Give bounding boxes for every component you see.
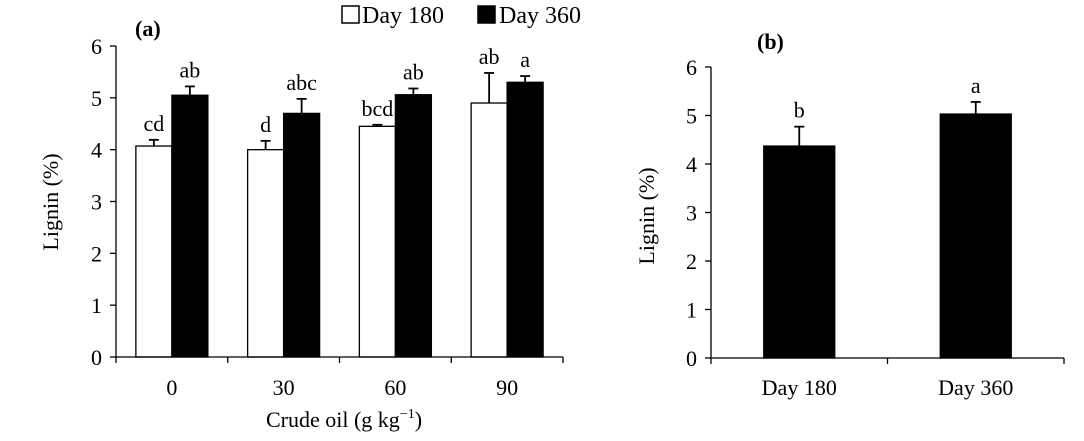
significance-letter: cd bbox=[143, 111, 164, 136]
y-tick-label: 6 bbox=[91, 34, 102, 59]
y-tick-label: 4 bbox=[686, 152, 697, 177]
y-axis-b: 0 1 2 3 4 5 6 bbox=[686, 55, 712, 371]
y-axis-a: 0 1 2 3 4 5 6 bbox=[91, 34, 117, 370]
x-tick-label: 30 bbox=[273, 375, 295, 400]
y-tick-label: 1 bbox=[91, 293, 102, 318]
y-tick-label: 0 bbox=[91, 345, 102, 370]
y-tick-label: 2 bbox=[686, 249, 697, 274]
x-axis-label-a-close: ) bbox=[415, 407, 422, 432]
x-axis-b: Day 180 Day 360 bbox=[710, 357, 1065, 400]
panel-a-label: (a) bbox=[135, 16, 161, 41]
bar bbox=[394, 94, 433, 358]
bar bbox=[282, 112, 321, 358]
bar bbox=[135, 145, 173, 358]
y-tick-label: 2 bbox=[91, 241, 102, 266]
y-tick-label: 5 bbox=[91, 86, 102, 111]
legend-label-day180: Day 180 bbox=[362, 3, 444, 29]
significance-letter: ab bbox=[479, 44, 500, 69]
y-tick-label: 3 bbox=[91, 190, 102, 215]
bar bbox=[358, 125, 397, 358]
bars-b: ba bbox=[763, 73, 1012, 359]
y-tick-label: 4 bbox=[91, 138, 102, 163]
y-tick-label: 5 bbox=[686, 104, 697, 129]
legend-swatch-day180 bbox=[341, 5, 360, 24]
significance-letter: ab bbox=[403, 60, 424, 85]
significance-letter: ab bbox=[179, 57, 200, 82]
x-tick-label: Day 180 bbox=[762, 375, 837, 400]
bar bbox=[246, 149, 285, 358]
bar bbox=[506, 81, 544, 358]
significance-letter: b bbox=[794, 98, 805, 123]
panel-b-label: (b) bbox=[757, 29, 784, 54]
bar bbox=[171, 94, 209, 358]
significance-letter: a bbox=[971, 73, 981, 98]
bar bbox=[763, 145, 836, 359]
legend-swatch-day360 bbox=[477, 5, 496, 24]
significance-letter: d bbox=[260, 112, 271, 137]
bar bbox=[470, 102, 508, 358]
legend-a: Day 180 Day 360 bbox=[341, 3, 581, 29]
x-tick-label: Day 360 bbox=[938, 375, 1013, 400]
significance-letter: bcd bbox=[361, 96, 393, 121]
y-axis-label-b: Lignin (%) bbox=[634, 167, 659, 264]
y-tick-label: 1 bbox=[686, 298, 697, 323]
bar bbox=[939, 113, 1012, 359]
y-tick-label: 0 bbox=[686, 346, 697, 371]
legend-label-day360: Day 360 bbox=[499, 3, 581, 29]
y-axis-label-a: Lignin (%) bbox=[38, 153, 63, 250]
x-axis-label-a-superscript: −1 bbox=[400, 407, 415, 422]
y-tick-label: 3 bbox=[686, 201, 697, 226]
significance-letter: a bbox=[520, 47, 530, 72]
x-axis-label-a: Crude oil (g kg−1) bbox=[266, 407, 422, 432]
x-tick-label: 60 bbox=[384, 375, 406, 400]
x-axis-label-a-text: Crude oil (g kg bbox=[266, 407, 400, 432]
x-axis-a: 0 30 60 90 bbox=[115, 356, 564, 400]
x-tick-label: 90 bbox=[496, 375, 518, 400]
y-tick-label: 6 bbox=[686, 55, 697, 80]
x-tick-label: 0 bbox=[166, 375, 177, 400]
significance-letter: abc bbox=[286, 70, 317, 95]
